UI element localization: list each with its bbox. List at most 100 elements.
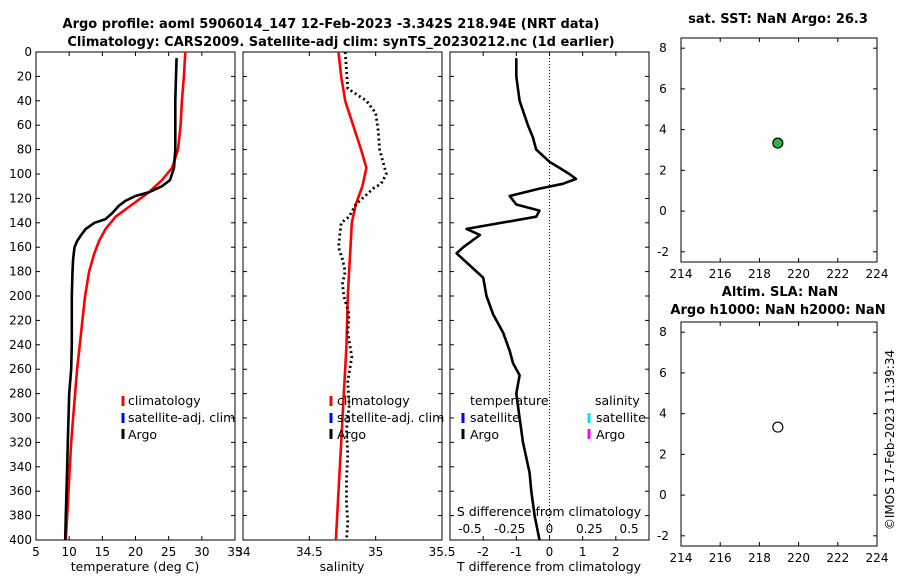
map-xticklabel: 214 — [670, 267, 693, 281]
legend-label-t-argo: Argo — [470, 427, 499, 442]
salinity-panel: 34 34.5 35 35.5 salinity climatology satell… — [235, 51, 455, 574]
temperature-legend: climatology satellite-adj. clim Argo — [121, 393, 235, 442]
map-xticklabel: 216 — [709, 267, 732, 281]
main-title-line2: Climatology: CARS2009. Satellite-adj cli… — [67, 35, 614, 50]
sst-map-panel: 214 216 218 220 222 224 -2 0 2 4 6 8 — [657, 37, 888, 281]
depth-ticklabel: 20 — [17, 69, 32, 83]
salinity-ticklabel: 35 — [368, 545, 383, 559]
temperature-lines — [63, 51, 187, 541]
salinity-ticklabel: 34.5 — [296, 545, 323, 559]
depth-ticklabel: 160 — [9, 240, 32, 254]
difference-ticklabel: 1 — [579, 545, 587, 559]
legend-label-t-satellite: satellite — [470, 410, 520, 425]
map-yticklabel: 2 — [659, 163, 667, 177]
depth-ticklabel: 0 — [24, 45, 32, 59]
map-yticklabel: 4 — [659, 123, 667, 137]
map-xticklabel: 222 — [826, 551, 849, 565]
map-yticklabel: 0 — [659, 488, 667, 502]
map-yticklabel: 4 — [659, 407, 667, 421]
map-yticklabel: -2 — [657, 529, 669, 543]
s-difference-ticklabels: -0.5 -0.25 0 0.25 0.5 — [458, 522, 638, 536]
temperature-xticks: 5 10 15 20 25 30 35 — [32, 52, 243, 559]
s-difference-ticklabel: 0.25 — [576, 522, 603, 536]
main-title-line1: Argo profile: aoml 5906014_147 12-Feb-20… — [63, 17, 600, 32]
depth-ticklabel: 140 — [9, 216, 32, 230]
salinity-xticks: 34 34.5 35 35.5 — [235, 52, 455, 559]
series-line-climatology — [64, 51, 187, 541]
map-yticklabel: -2 — [657, 245, 669, 259]
series-line-t-difference-argo — [455, 58, 578, 541]
series-line-climatology — [334, 51, 368, 541]
temperature-xlabel: temperature (deg C) — [71, 559, 200, 574]
depth-ticklabel: 300 — [9, 411, 32, 425]
map-yticklabel: 8 — [659, 41, 667, 55]
depth-ticklabel: 40 — [17, 94, 32, 108]
depth-ticklabel: 380 — [9, 509, 32, 523]
sla-title-line1: Altim. SLA: NaN — [722, 285, 838, 300]
map-xticklabel: 220 — [787, 551, 810, 565]
temperature-ticklabel: 10 — [62, 545, 77, 559]
sla-points — [772, 421, 784, 433]
legend-label-satellite: satellite-adj. clim — [337, 410, 444, 425]
difference-ticklabel: -2 — [477, 545, 489, 559]
map-xticklabel: 222 — [826, 267, 849, 281]
sla-title-line2: Argo h1000: NaN h2000: NaN — [670, 303, 885, 318]
sla-xticks: 214 216 218 220 222 224 — [670, 322, 889, 565]
s-difference-ticklabel: -0.5 — [458, 522, 481, 536]
map-xticklabel: 220 — [787, 267, 810, 281]
s-difference-ticklabel: -0.25 — [494, 522, 525, 536]
salinity-ticklabel: 35.5 — [429, 545, 456, 559]
map-xticklabel: 224 — [866, 551, 889, 565]
legend-label-satellite: satellite-adj. clim — [128, 410, 235, 425]
temperature-ticklabel: 20 — [128, 545, 143, 559]
difference-xticks: -2 -1 0 1 2 — [449, 52, 650, 559]
map-xticklabel: 216 — [709, 551, 732, 565]
legend-label-argo: Argo — [337, 427, 366, 442]
imos-watermark: ©IMOS 17-Feb-2023 11:39:34 — [883, 350, 897, 530]
legend-label-climatology: climatology — [128, 393, 201, 408]
temperature-panel: 5 10 15 20 25 30 35 0 20 40 60 80 100 120 140 160 180 20… — [9, 45, 243, 574]
sst-points — [772, 137, 784, 149]
t-difference-xlabel: T difference from climatology — [456, 559, 642, 574]
map-xticklabel: 214 — [670, 551, 693, 565]
s-difference-label: S difference from climatology — [457, 504, 642, 519]
argo-location-marker — [772, 421, 784, 433]
sla-yticks: -2 0 2 4 6 8 — [657, 325, 877, 543]
depth-ticklabel: 340 — [9, 460, 32, 474]
sst-axes-frame — [680, 37, 878, 263]
map-xticklabel: 218 — [748, 267, 771, 281]
depth-ticklabel: 100 — [9, 167, 32, 181]
sst-yticks: -2 0 2 4 6 8 — [657, 41, 877, 259]
temperature-ticklabel: 35 — [227, 545, 242, 559]
sla-map-panel: 214 216 218 220 222 224 -2 0 2 4 6 8 — [657, 321, 889, 565]
legend-label-argo: Argo — [128, 427, 157, 442]
difference-yticks — [450, 51, 649, 541]
legend-label-s-satellite: satellite — [596, 410, 646, 425]
salinity-lines — [334, 51, 388, 541]
temperature-ticklabel: 5 — [32, 545, 40, 559]
difference-ticklabel: 2 — [612, 545, 620, 559]
series-line-argo — [63, 58, 178, 541]
depth-ticklabel: 360 — [9, 484, 32, 498]
temperature-ticklabel: 25 — [161, 545, 176, 559]
map-yticklabel: 2 — [659, 447, 667, 461]
temperature-ticklabel: 15 — [95, 545, 110, 559]
legend-title-salinity: salinity — [595, 393, 640, 408]
depth-ticklabel: 120 — [9, 191, 32, 205]
depth-ticklabel: 80 — [17, 143, 32, 157]
map-yticklabel: 6 — [659, 366, 667, 380]
difference-lines — [455, 58, 578, 541]
depth-ticklabel: 220 — [9, 313, 32, 327]
salinity-legend: climatology satellite-adj. clim Argo — [329, 393, 444, 442]
map-yticklabel: 0 — [659, 204, 667, 218]
legend-title-temperature: temperature — [470, 393, 549, 408]
series-line-argo — [337, 51, 388, 541]
difference-legend: temperature satellite Argo salinity sate… — [461, 393, 646, 442]
s-difference-ticklabel: 0.5 — [620, 522, 639, 536]
s-difference-ticklabel: 0 — [546, 522, 554, 536]
salinity-ticklabel: 34 — [235, 545, 250, 559]
depth-ticklabel: 200 — [9, 289, 32, 303]
sst-xticks: 214 216 218 220 222 224 — [670, 38, 888, 281]
salinity-yticks — [243, 51, 442, 541]
